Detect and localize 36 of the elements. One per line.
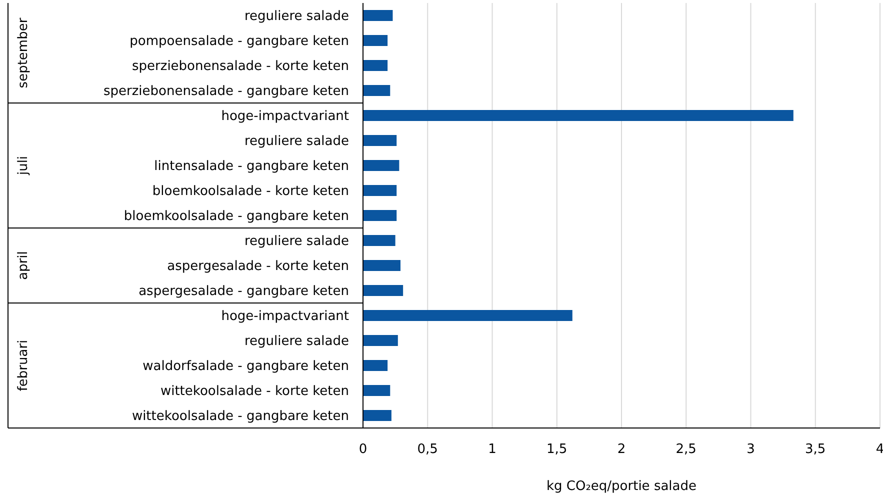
x-tick-label: 3,5 xyxy=(805,442,826,457)
y-tick-label: reguliere salade xyxy=(244,134,349,150)
bar xyxy=(363,410,392,421)
y-tick-label: aspergesalade - gangbare keten xyxy=(138,284,349,300)
bar xyxy=(363,360,388,371)
y-tick-label: hoge-impactvariant xyxy=(221,109,349,124)
x-tick-label: 3 xyxy=(746,442,755,457)
y-tick-label: reguliere salade xyxy=(244,334,349,350)
y-tick-label: aspergesalade - korte keten xyxy=(167,259,349,274)
y-axis-title: april xyxy=(16,251,31,280)
y-tick-label: lintensalade - gangbare keten xyxy=(154,159,349,174)
bar xyxy=(363,310,572,321)
bar xyxy=(363,335,398,346)
y-tick-label: waldorfsalade - gangbare keten xyxy=(142,359,349,374)
y-tick-label: bloemkoolsalade - korte keten xyxy=(152,184,349,200)
y-axis-title: februari xyxy=(16,340,31,392)
x-tick-label: 2 xyxy=(617,442,626,457)
y-axis-title: juli xyxy=(16,156,31,176)
y-tick-label: hoge-impactvariant xyxy=(221,309,349,324)
y-tick-label: pompoensalade - gangbare keten xyxy=(130,34,349,50)
x-tick-label: 1 xyxy=(488,442,496,457)
x-tick-label: 1,5 xyxy=(546,442,568,457)
y-tick-label: sperziebonensalade - gangbare keten xyxy=(103,84,349,100)
y-axis-title: september xyxy=(16,17,31,88)
y-tick-label: sperziebonensalade - korte keten xyxy=(132,59,349,74)
bar xyxy=(363,385,390,396)
y-tick-label: wittekoolsalade - gangbare keten xyxy=(132,409,349,424)
x-tick-label: 0 xyxy=(358,442,368,457)
y-tick-label: reguliere salade xyxy=(244,234,349,250)
y-tick-label: bloemkoolsalade - gangbare keten xyxy=(124,209,349,224)
y-tick-label: reguliere salade xyxy=(244,9,349,24)
x-tick-label: 4 xyxy=(876,442,883,457)
x-tick-label: 0,5 xyxy=(417,442,438,457)
x-tick-label: 2,5 xyxy=(676,442,696,457)
y-tick-label: wittekoolsalade - korte keten xyxy=(160,384,349,400)
x-axis-title: kg CO₂eq/portie salade xyxy=(546,479,697,494)
